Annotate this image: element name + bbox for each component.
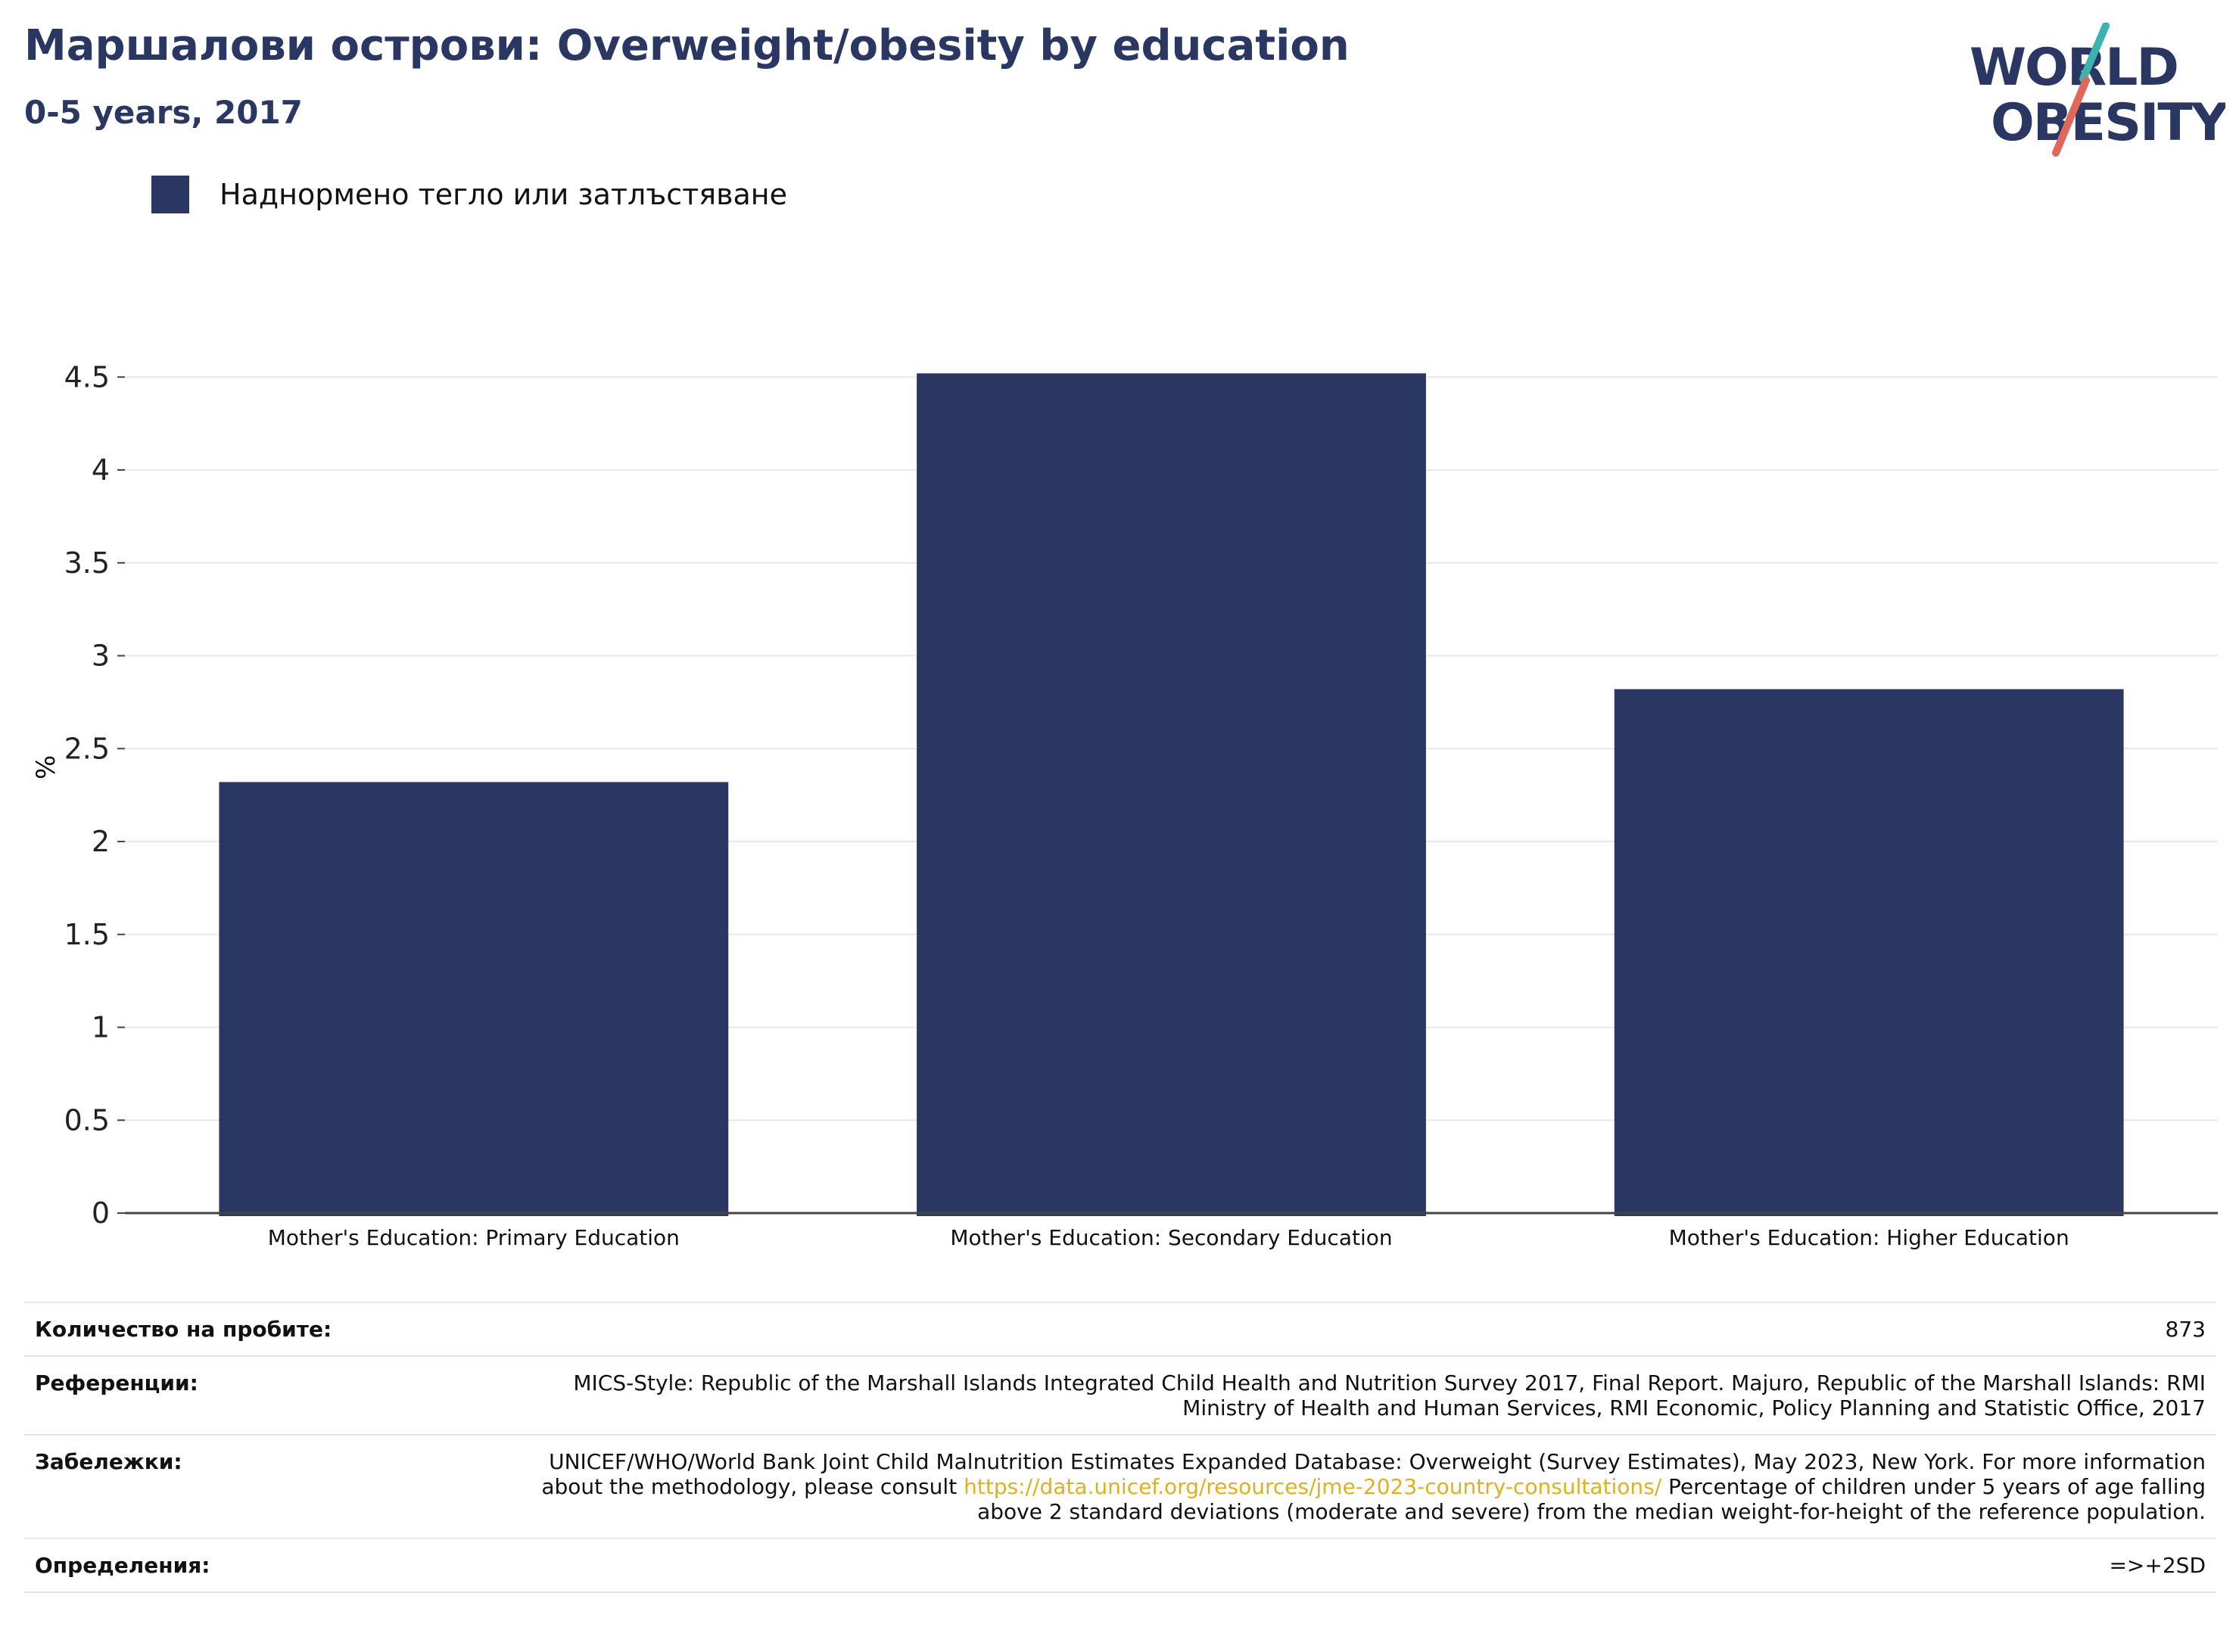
y-tick-label: 0 [92, 1196, 110, 1230]
x-axis-labels: Mother's Education: Primary Education Mot… [268, 1225, 2069, 1250]
logo-slash-teal [2079, 23, 2110, 82]
y-tick-label: 3.5 [64, 546, 110, 580]
y-tick-label: 4.5 [64, 360, 110, 394]
notes-text-before: UNICEF/WHO/World Bank Joint Child Malnut… [541, 1449, 2206, 1499]
chart-title: Маршалови острови: Overweight/obesity by… [24, 21, 1350, 70]
y-tick-label: 0.5 [64, 1103, 110, 1137]
references-value: MICS-Style: Republic of the Marshall Isl… [500, 1355, 2216, 1436]
info-row-sample-size: Количество на пробите: 873 [24, 1302, 2216, 1357]
notes-text-after: Percentage of children under 5 years of … [977, 1474, 2206, 1524]
y-tick-label: 4 [92, 453, 110, 487]
logo-word-world: WORLD [1970, 38, 2178, 98]
legend-swatch [151, 176, 189, 213]
y-axis-label: % [31, 755, 61, 779]
methodology-link[interactable]: https://data.unicef.org/resources/jme-20… [964, 1474, 1662, 1499]
chart-subtitle: 0-5 years, 2017 [24, 94, 303, 131]
bar-2[interactable] [917, 373, 1426, 1217]
x-category-label: Mother's Education: Higher Education [1669, 1225, 2069, 1250]
y-tick-label: 1.5 [64, 918, 110, 951]
logo-word-obesity: OBESITY [1991, 93, 2225, 153]
world-obesity-logo: WORLD OBESITY [1970, 23, 2225, 157]
bar-chart: 0 0.5 1 1.5 2 2.5 3 3.5 4 4.5 Mother's Education:… [31, 360, 2218, 1250]
y-axis-ticks: 0 0.5 1 1.5 2 2.5 3 3.5 4 4.5 [64, 360, 125, 1230]
notes-label: Забележки: [24, 1434, 500, 1539]
y-tick-label: 3 [92, 639, 110, 673]
info-row-references: Референции: MICS-Style: Republic of the … [24, 1355, 2216, 1436]
x-category-label: Mother's Education: Primary Education [268, 1225, 680, 1250]
bar-1[interactable] [219, 782, 729, 1216]
x-category-label: Mother's Education: Secondary Education [950, 1225, 1392, 1250]
sample-size-value: 873 [500, 1302, 2216, 1357]
references-label: Референции: [24, 1355, 500, 1436]
definitions-label: Определения: [24, 1538, 500, 1593]
info-table: Количество на пробите: 873 Референции: M… [24, 1302, 2216, 1593]
definitions-value: =>+2SD [500, 1538, 2216, 1593]
legend: Наднормено тегло или затлъстяване [151, 176, 787, 213]
bar-3[interactable] [1614, 689, 2124, 1216]
bars [219, 373, 2124, 1217]
y-tick-label: 2 [92, 825, 110, 858]
info-row-definitions: Определения: =>+2SD [24, 1538, 2216, 1593]
info-row-notes: Забележки: UNICEF/WHO/World Bank Joint C… [24, 1434, 2216, 1539]
y-tick-label: 2.5 [64, 732, 110, 765]
y-tick-label: 1 [92, 1011, 110, 1044]
notes-value: UNICEF/WHO/World Bank Joint Child Malnut… [500, 1434, 2216, 1539]
sample-size-label: Количество на пробите: [24, 1302, 500, 1357]
logo-slash-coral [2052, 76, 2090, 157]
legend-label[interactable]: Наднормено тегло или затлъстяване [220, 178, 787, 211]
